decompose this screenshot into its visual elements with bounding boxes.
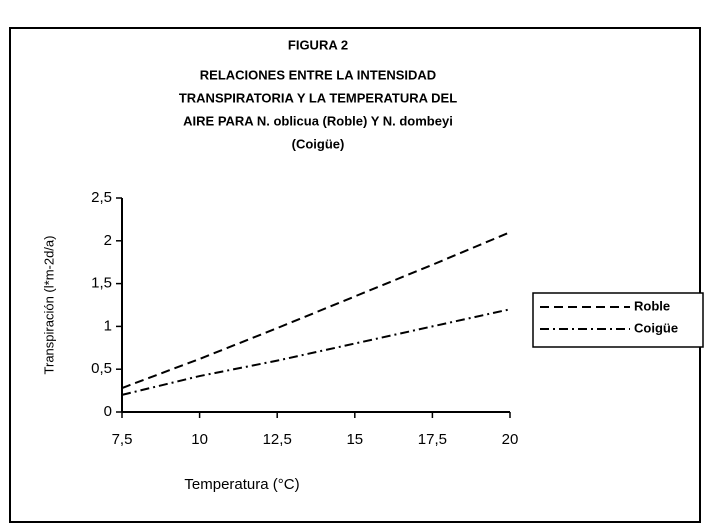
legend-label: Roble (634, 298, 670, 313)
y-tick-label: 2,5 (91, 189, 112, 206)
y-axis-label: Transpiración (l*m-2d/a) (41, 236, 56, 375)
x-tick-label: 20 (502, 431, 519, 448)
x-tick-label: 15 (346, 431, 363, 448)
y-tick-label: 0,5 (91, 360, 112, 377)
chart-title: TRANSPIRATORIA Y LA TEMPERATURA DEL (179, 90, 457, 105)
series-line (121, 308, 511, 396)
chart-title: FIGURA 2 (288, 37, 348, 52)
y-tick-label: 0 (104, 403, 112, 420)
x-tick-label: 12,5 (263, 431, 292, 448)
x-axis-label: Temperatura (°C) (184, 476, 299, 493)
chart-title: AIRE PARA N. oblicua (Roble) Y N. dombey… (183, 113, 453, 128)
chart-title: RELACIONES ENTRE LA INTENSIDAD (200, 67, 436, 82)
x-tick-label: 10 (191, 431, 208, 448)
series-line (121, 231, 511, 389)
y-tick-label: 2 (104, 232, 112, 249)
x-tick-label: 17,5 (418, 431, 447, 448)
y-tick-label: 1 (104, 317, 112, 334)
x-tick-label: 7,5 (112, 431, 133, 448)
chart-title: (Coigüe) (292, 136, 345, 151)
legend-box (532, 292, 704, 348)
y-tick-label: 1,5 (91, 275, 112, 292)
legend-label: Coigüe (634, 320, 678, 335)
chart-border (9, 27, 701, 523)
